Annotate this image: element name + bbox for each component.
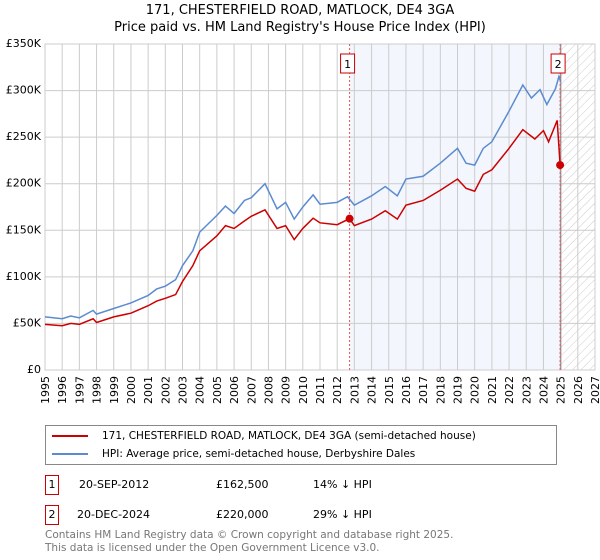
plot-area: 1995 1996 1997 1998 1999 2000 2001 2002 2003 2004… (6, 37, 600, 404)
x-tick-label: 1999 (108, 376, 121, 404)
annotation-text: 2 (555, 58, 562, 71)
x-tick-label: 2012 (331, 376, 344, 404)
y-tick-label: £350K (6, 37, 42, 50)
sale-point (345, 214, 354, 223)
x-tick-label: 2017 (417, 376, 430, 404)
x-tick-label: 2005 (211, 376, 224, 404)
annotation-box (340, 53, 356, 74)
y-tick-label: £100K (6, 270, 42, 283)
legend-label-property: 171, CHESTERFIELD ROAD, MATLOCK, DE4 3GA… (102, 430, 476, 442)
y-tick-label: £0 (27, 363, 41, 376)
x-tick-label: 2008 (262, 376, 275, 404)
sale-date: 20-DEC-2024 (77, 508, 151, 521)
y-tick-label: £200K (6, 177, 42, 190)
x-tick-label: 1997 (73, 376, 86, 404)
x-tick-label: 2001 (142, 376, 155, 404)
x-tick-label: 2019 (452, 376, 465, 404)
y-tick-label: £250K (6, 130, 42, 143)
x-tick-label: 2026 (572, 376, 585, 404)
legend-label-hpi: HPI: Average price, semi-detached house,… (102, 448, 416, 460)
x-tick-label: 2018 (434, 376, 447, 404)
y-tick-label: £50K (13, 316, 42, 329)
sale-diff: 14% ↓ HPI (313, 478, 372, 491)
series-line (44, 120, 561, 327)
sale-price: £162,500 (216, 478, 269, 491)
x-tick-label: 2014 (366, 376, 379, 404)
x-tick-label: 2010 (297, 376, 310, 404)
footer-line-2: This data is licensed under the Open Gov… (45, 542, 380, 554)
x-tick-label: 2021 (486, 376, 499, 404)
shaded-region (349, 44, 561, 370)
x-tick-label: 2023 (520, 376, 533, 404)
x-tick-label: 2027 (589, 376, 600, 404)
x-tick-label: 2003 (177, 376, 190, 404)
sale-marker: 1 (45, 475, 59, 495)
x-tick-label: 2009 (280, 376, 293, 404)
x-tick-label: 2024 (537, 376, 550, 404)
y-tick-label: £150K (6, 223, 42, 236)
x-tick-label: 2004 (194, 376, 207, 404)
x-tick-label: 2007 (245, 376, 258, 404)
x-tick-label: 2006 (228, 376, 241, 404)
annotation-label: 1 (340, 53, 356, 74)
footer-line-1: Contains HM Land Registry data © Crown c… (45, 529, 454, 541)
x-tick-label: 2002 (159, 376, 172, 404)
x-tick-label: 2011 (314, 376, 327, 404)
x-tick-label: 2015 (383, 376, 396, 404)
plot-border (44, 43, 596, 371)
x-tick-label: 1995 (39, 376, 52, 404)
legend: 171, CHESTERFIELD ROAD, MATLOCK, DE4 3GA… (45, 425, 557, 465)
sale-price: £220,000 (216, 508, 269, 521)
sale-date: 20-SEP-2012 (79, 478, 150, 491)
annotation-text: 1 (344, 58, 351, 71)
x-tick-label: 2022 (503, 376, 516, 404)
x-tick-label: 1998 (91, 376, 104, 404)
series-line (44, 74, 562, 320)
x-tick-label: 2013 (348, 376, 361, 404)
legend-swatch-property (52, 435, 88, 437)
chart-title: 171, CHESTERFIELD ROAD, MATLOCK, DE4 3GA (145, 3, 455, 18)
x-tick-label: 2016 (400, 376, 413, 404)
x-tick-label: 1996 (56, 376, 69, 404)
legend-swatch-hpi (52, 453, 88, 455)
sale-marker: 2 (45, 505, 59, 525)
sale-diff: 29% ↓ HPI (313, 508, 372, 521)
sale-point (556, 161, 565, 170)
sale-row: 2 20-DEC-2024 £220,000 29% ↓ HPI (45, 505, 545, 525)
chart-subtitle: Price paid vs. HM Land Registry's House … (114, 20, 486, 35)
sale-row: 1 20-SEP-2012 £162,500 14% ↓ HPI (45, 475, 545, 495)
annotation-label: 2 (550, 53, 566, 74)
x-tick-label: 2000 (125, 376, 138, 404)
y-tick-label: £300K (6, 84, 42, 97)
x-tick-label: 2020 (469, 376, 482, 404)
footer: Contains HM Land Registry data © Crown c… (45, 529, 453, 555)
annotation-box (550, 53, 566, 74)
x-tick-label: 2025 (555, 376, 568, 404)
